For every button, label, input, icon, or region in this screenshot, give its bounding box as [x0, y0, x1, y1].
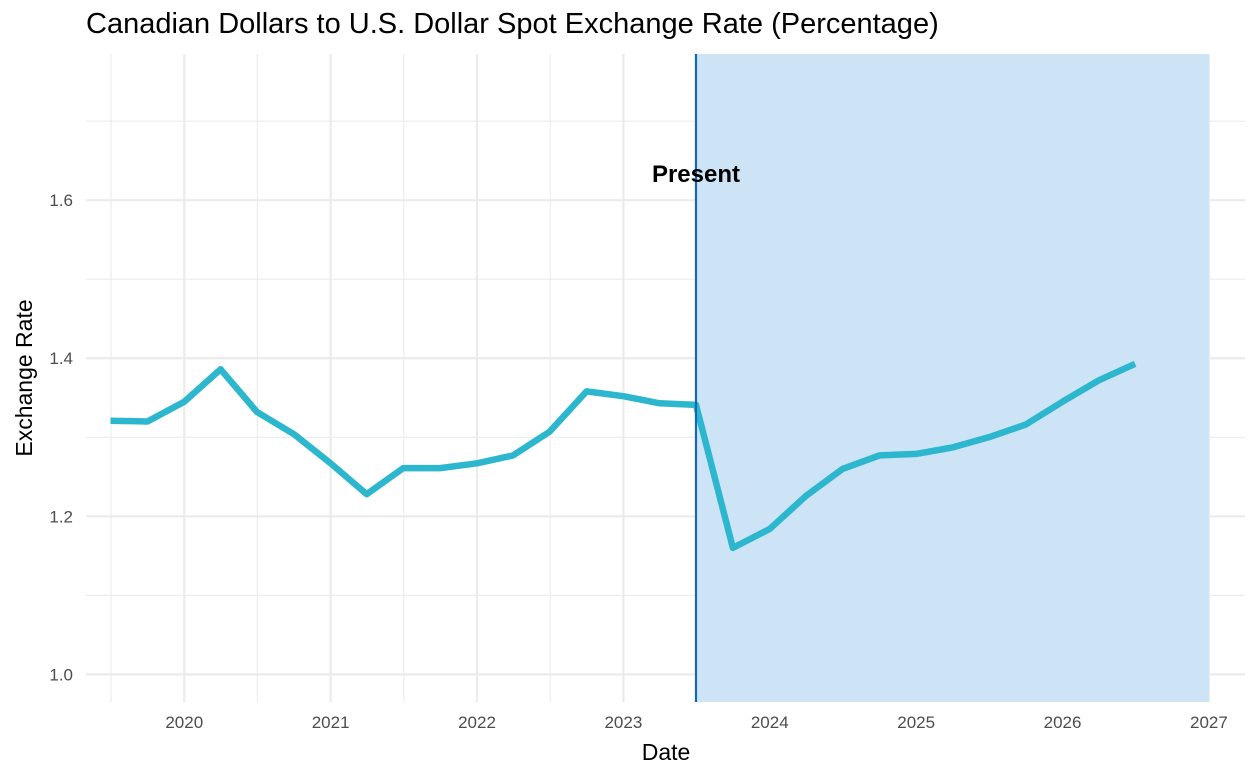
present-marker-layer: Present	[652, 54, 740, 702]
y-axis-ticks: 1.0 1.2 1.4 1.6	[49, 191, 73, 684]
x-tick-label: 2025	[897, 713, 935, 732]
chart-title: Canadian Dollars to U.S. Dollar Spot Exc…	[86, 8, 939, 40]
series-line	[110, 360, 1137, 552]
y-tick-label: 1.0	[49, 665, 73, 684]
x-tick-label: 2027	[1190, 713, 1228, 732]
forecast-shade-layer	[695, 54, 1209, 702]
x-tick-label: 2021	[312, 713, 350, 732]
y-tick-label: 1.2	[49, 507, 73, 526]
series-layer	[110, 360, 1137, 552]
x-tick-label: 2026	[1044, 713, 1082, 732]
x-tick-label: 2023	[604, 713, 642, 732]
x-tick-label: 2022	[458, 713, 496, 732]
x-axis-title: Date	[642, 739, 691, 765]
x-axis-ticks: 2020 2021 2022 2023 2024 2025 2026 2027	[165, 713, 1227, 732]
present-label: Present	[652, 161, 740, 188]
forecast-region	[695, 54, 1209, 702]
x-tick-label: 2024	[751, 713, 789, 732]
y-tick-label: 1.4	[49, 349, 73, 368]
x-tick-label: 2020	[165, 713, 203, 732]
y-tick-label: 1.6	[49, 191, 73, 210]
y-axis-title: Exchange Rate	[11, 299, 37, 456]
